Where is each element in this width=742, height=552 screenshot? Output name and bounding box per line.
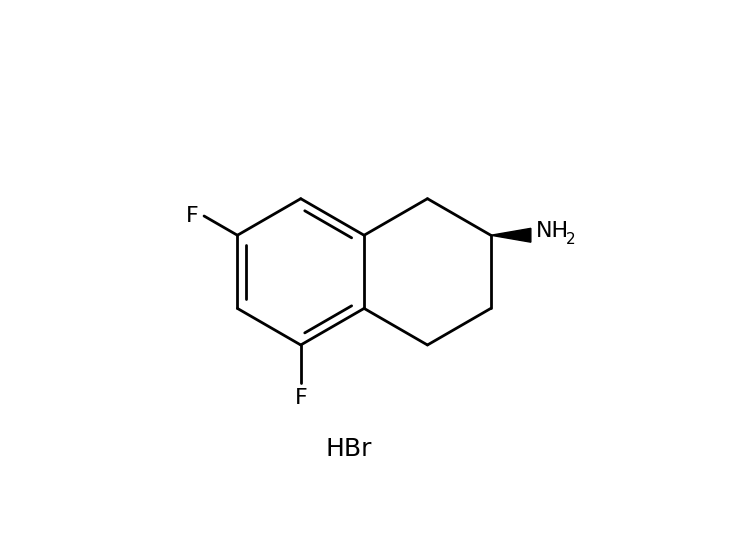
Polygon shape xyxy=(490,229,531,242)
Text: 2: 2 xyxy=(565,232,575,247)
Text: F: F xyxy=(186,206,199,226)
Text: NH: NH xyxy=(536,221,569,241)
Text: HBr: HBr xyxy=(326,437,372,461)
Text: F: F xyxy=(295,388,307,408)
